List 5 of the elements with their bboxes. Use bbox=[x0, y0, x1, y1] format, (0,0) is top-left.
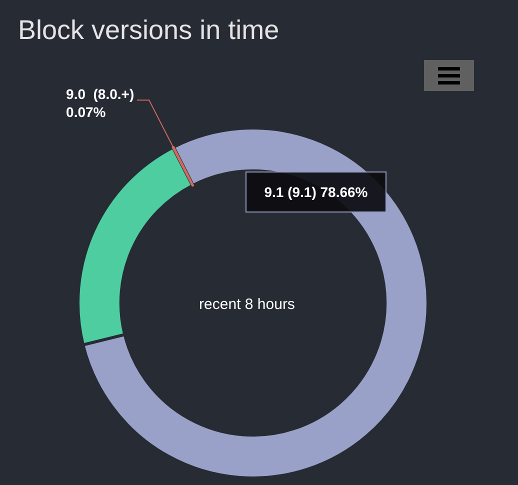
slice-label: 9.0 (8.0.+) bbox=[66, 86, 134, 102]
chart-title: Block versions in time bbox=[18, 15, 280, 45]
slice-label: 9.1 (9.1) 78.66% bbox=[264, 184, 368, 200]
data-label: 0.07% bbox=[66, 104, 106, 120]
text: recent 8 hours bbox=[199, 296, 295, 313]
